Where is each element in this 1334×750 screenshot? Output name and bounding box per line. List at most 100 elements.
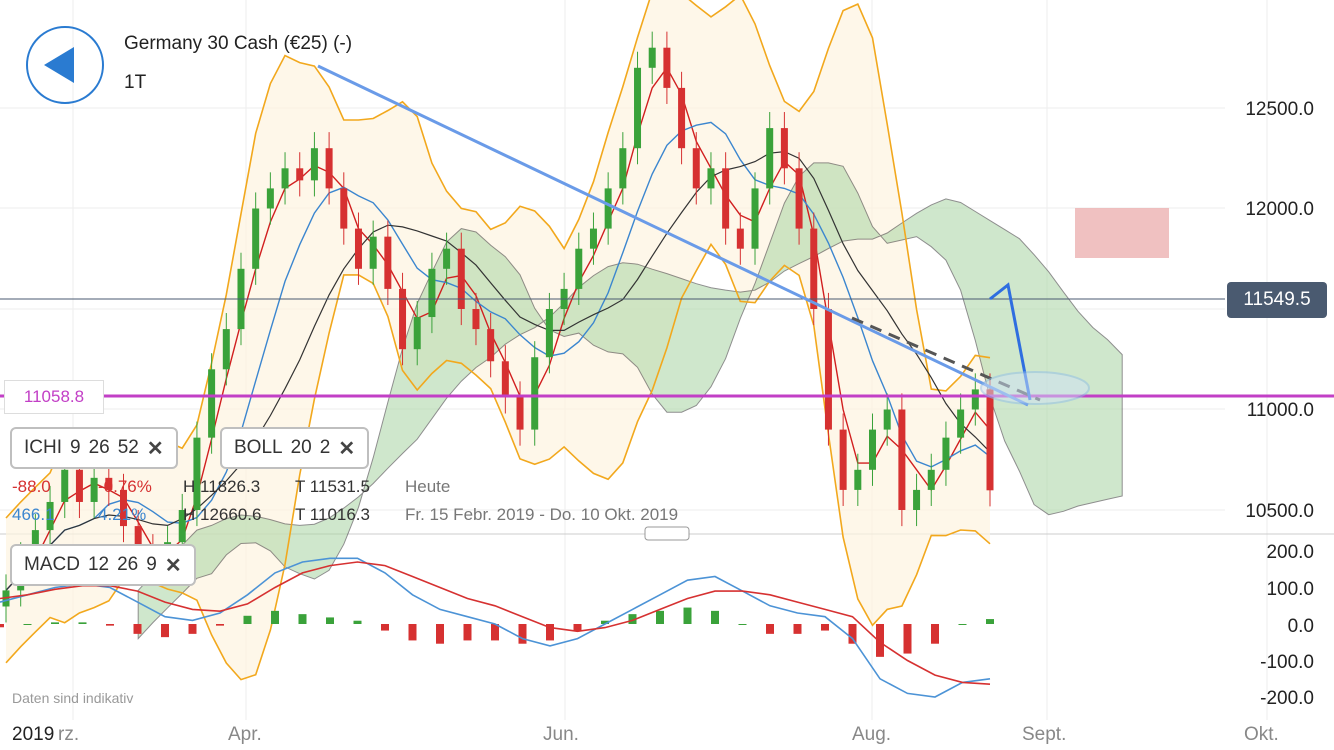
candle-body: [824, 309, 832, 430]
candle-body: [869, 429, 877, 470]
y-tick-label: 10500.0: [1245, 501, 1314, 522]
macd-histogram-bar: [848, 624, 857, 644]
candle-body: [589, 228, 597, 249]
candle-body: [810, 228, 818, 309]
macd-histogram-bar: [23, 624, 32, 625]
candle-body: [384, 236, 392, 289]
candle-body: [736, 228, 744, 249]
macd-line: [0, 557, 991, 698]
boll-name: BOLL: [234, 437, 283, 458]
candle-body: [516, 397, 524, 430]
macd-histogram-bar: [546, 624, 554, 641]
today-pct: -0.76%: [98, 477, 152, 496]
macd-histogram-bar: [106, 624, 114, 626]
candle-body: [780, 128, 788, 169]
candle-body: [340, 188, 348, 229]
macd-histogram-bar: [326, 617, 334, 624]
macd-histogram-bar: [161, 624, 169, 638]
target-zone-ellipse: [980, 371, 1090, 405]
close-icon[interactable]: ✕: [164, 554, 182, 577]
candle-body: [957, 409, 965, 438]
candle-body: [457, 248, 465, 309]
candle-body: [281, 168, 289, 189]
macd-param-2: 26: [117, 554, 139, 575]
macd-y-tick-label: -200.0: [1260, 688, 1314, 709]
macd-histogram-bar: [601, 620, 609, 624]
macd-histogram-bar: [683, 607, 692, 624]
candle-body: [663, 47, 671, 88]
x-tick-label: Jun.: [543, 724, 579, 745]
ichimoku-cloud: [137, 162, 1123, 640]
candle-body: [913, 489, 921, 510]
today-low: T 11531.5: [295, 477, 370, 496]
close-icon[interactable]: ✕: [338, 437, 356, 460]
close-icon[interactable]: ✕: [146, 437, 164, 460]
candle-body: [898, 409, 906, 510]
x-tick-label: Apr.: [228, 724, 262, 745]
macd-histogram-bar: [0, 624, 4, 628]
candle-body: [310, 148, 318, 181]
candle-body: [619, 148, 627, 189]
candle-body: [193, 437, 201, 510]
macd-histogram-bar: [766, 624, 774, 634]
macd-histogram-bar: [381, 624, 389, 631]
macd-indicator-chip[interactable]: MACD 12 26 9 ✕: [10, 544, 196, 586]
macd-histogram-bar: [51, 622, 59, 624]
macd-name: MACD: [24, 554, 80, 575]
candle-body: [105, 477, 113, 490]
macd-histogram-bar: [931, 624, 939, 644]
candle-body: [942, 437, 950, 470]
x-tick-label: 2019: [12, 724, 54, 745]
bollinger-indicator-chip[interactable]: BOLL 20 2 ✕: [220, 427, 370, 469]
candle-body: [178, 510, 186, 543]
macd-histogram-bar: [353, 620, 362, 624]
projection-path: [989, 282, 1032, 401]
macd-histogram-bar: [78, 622, 87, 624]
candle-body: [208, 369, 216, 438]
ichimoku-indicator-chip[interactable]: ICHI 9 26 52 ✕: [10, 427, 178, 469]
candle-body: [795, 168, 803, 229]
kijun-line: [5, 121, 991, 591]
macd-histogram-bar: [491, 624, 499, 641]
macd-histogram-bar: [656, 610, 664, 624]
candle-body: [883, 409, 891, 430]
candle-body: [46, 501, 54, 531]
candle-body: [648, 47, 656, 68]
macd-histogram-bar: [628, 614, 637, 624]
macd-histogram-bar: [738, 624, 747, 625]
candle-body: [369, 236, 377, 269]
today-label: Heute: [405, 477, 451, 496]
candle-body: [222, 329, 230, 370]
current-price-tag: 11549.5: [1227, 282, 1327, 318]
today-high: H 11826.3: [183, 477, 261, 496]
candle-body: [428, 268, 436, 318]
disclaimer: Daten sind indikativ: [12, 690, 134, 706]
candle-body: [692, 148, 700, 189]
candle-body: [61, 469, 69, 502]
candle-body: [545, 309, 553, 358]
macd-histogram-bar: [573, 624, 582, 631]
macd-histogram-bar: [133, 624, 142, 634]
timeframe-label: 1T: [124, 72, 147, 93]
instrument-title: Germany 30 Cash (€25) (-): [124, 33, 353, 54]
candle-body: [75, 469, 83, 502]
back-arrow-icon[interactable]: [26, 26, 104, 104]
candle-body: [986, 389, 994, 491]
candle-body: [487, 329, 495, 362]
ichi-param-1: 9: [70, 437, 81, 458]
candle-body: [604, 188, 612, 229]
x-tick-label: Sept.: [1022, 724, 1066, 745]
macd-y-tick-label: 200.0: [1266, 542, 1314, 563]
x-tick-label: Okt.: [1244, 724, 1279, 745]
trend-line: [317, 64, 1029, 407]
candle-body: [575, 248, 583, 289]
macd-histogram-bar: [711, 610, 719, 624]
macd-y-tick-label: 0.0: [1288, 616, 1314, 637]
candle-body: [119, 489, 127, 527]
macd-histogram-bar: [188, 624, 197, 634]
candle-body: [531, 357, 539, 430]
candle-body: [354, 228, 362, 269]
candle-body: [252, 208, 260, 269]
macd-param-3: 9: [146, 554, 157, 575]
